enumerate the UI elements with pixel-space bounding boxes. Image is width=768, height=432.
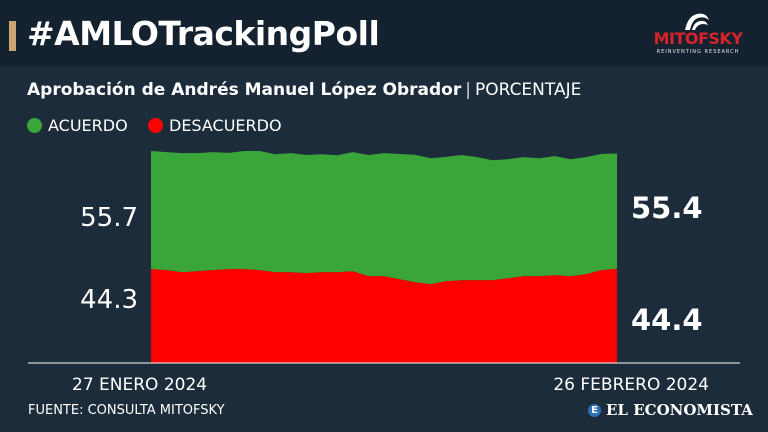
el-economista-logo: E EL ECONOMISTA — [588, 401, 753, 419]
chart-title-text: Aprobación de Andrés Manuel López Obrado… — [27, 80, 462, 100]
header-band — [0, 0, 768, 66]
el-economista-mark-icon: E — [588, 403, 601, 417]
mitofsky-logo: MITOFSKY REINVENTING RESEARCH — [652, 10, 744, 58]
legend-item-desacuerdo: DESACUERDO — [148, 114, 282, 136]
accent-bar — [9, 21, 16, 51]
legend-swatch-acuerdo — [27, 117, 42, 133]
logo-tagline: REINVENTING RESEARCH — [656, 49, 740, 55]
area-desacuerdo — [151, 268, 617, 363]
x-end-label: 26 FEBRERO 2024 — [553, 375, 709, 395]
area-acuerdo — [151, 151, 617, 285]
chart-unit: PORCENTAJE — [474, 80, 582, 100]
hashtag-title: #AMLOTrackingPoll — [27, 14, 380, 53]
legend-item-acuerdo: ACUERDO — [27, 114, 128, 136]
end-label-acuerdo: 55.4 — [631, 191, 703, 225]
x-start-label: 27 ENERO 2024 — [72, 375, 207, 395]
end-label-desacuerdo: 44.4 — [631, 303, 703, 337]
source-note: FUENTE: CONSULTA MITOFSKY — [28, 403, 225, 418]
legend-label-desacuerdo: DESACUERDO — [169, 115, 282, 135]
start-label-desacuerdo: 44.3 — [80, 285, 138, 315]
legend-label-acuerdo: ACUERDO — [48, 115, 128, 135]
legend-swatch-desacuerdo — [148, 117, 163, 133]
mitofsky-mark-icon — [685, 13, 709, 30]
start-label-acuerdo: 55.7 — [80, 203, 138, 233]
chart-title: Aprobación de Andrés Manuel López Obrado… — [27, 80, 581, 100]
brand-name: EL ECONOMISTA — [606, 401, 753, 419]
title-separator: | — [465, 80, 471, 100]
logo-name: MITOFSKY — [653, 29, 743, 48]
